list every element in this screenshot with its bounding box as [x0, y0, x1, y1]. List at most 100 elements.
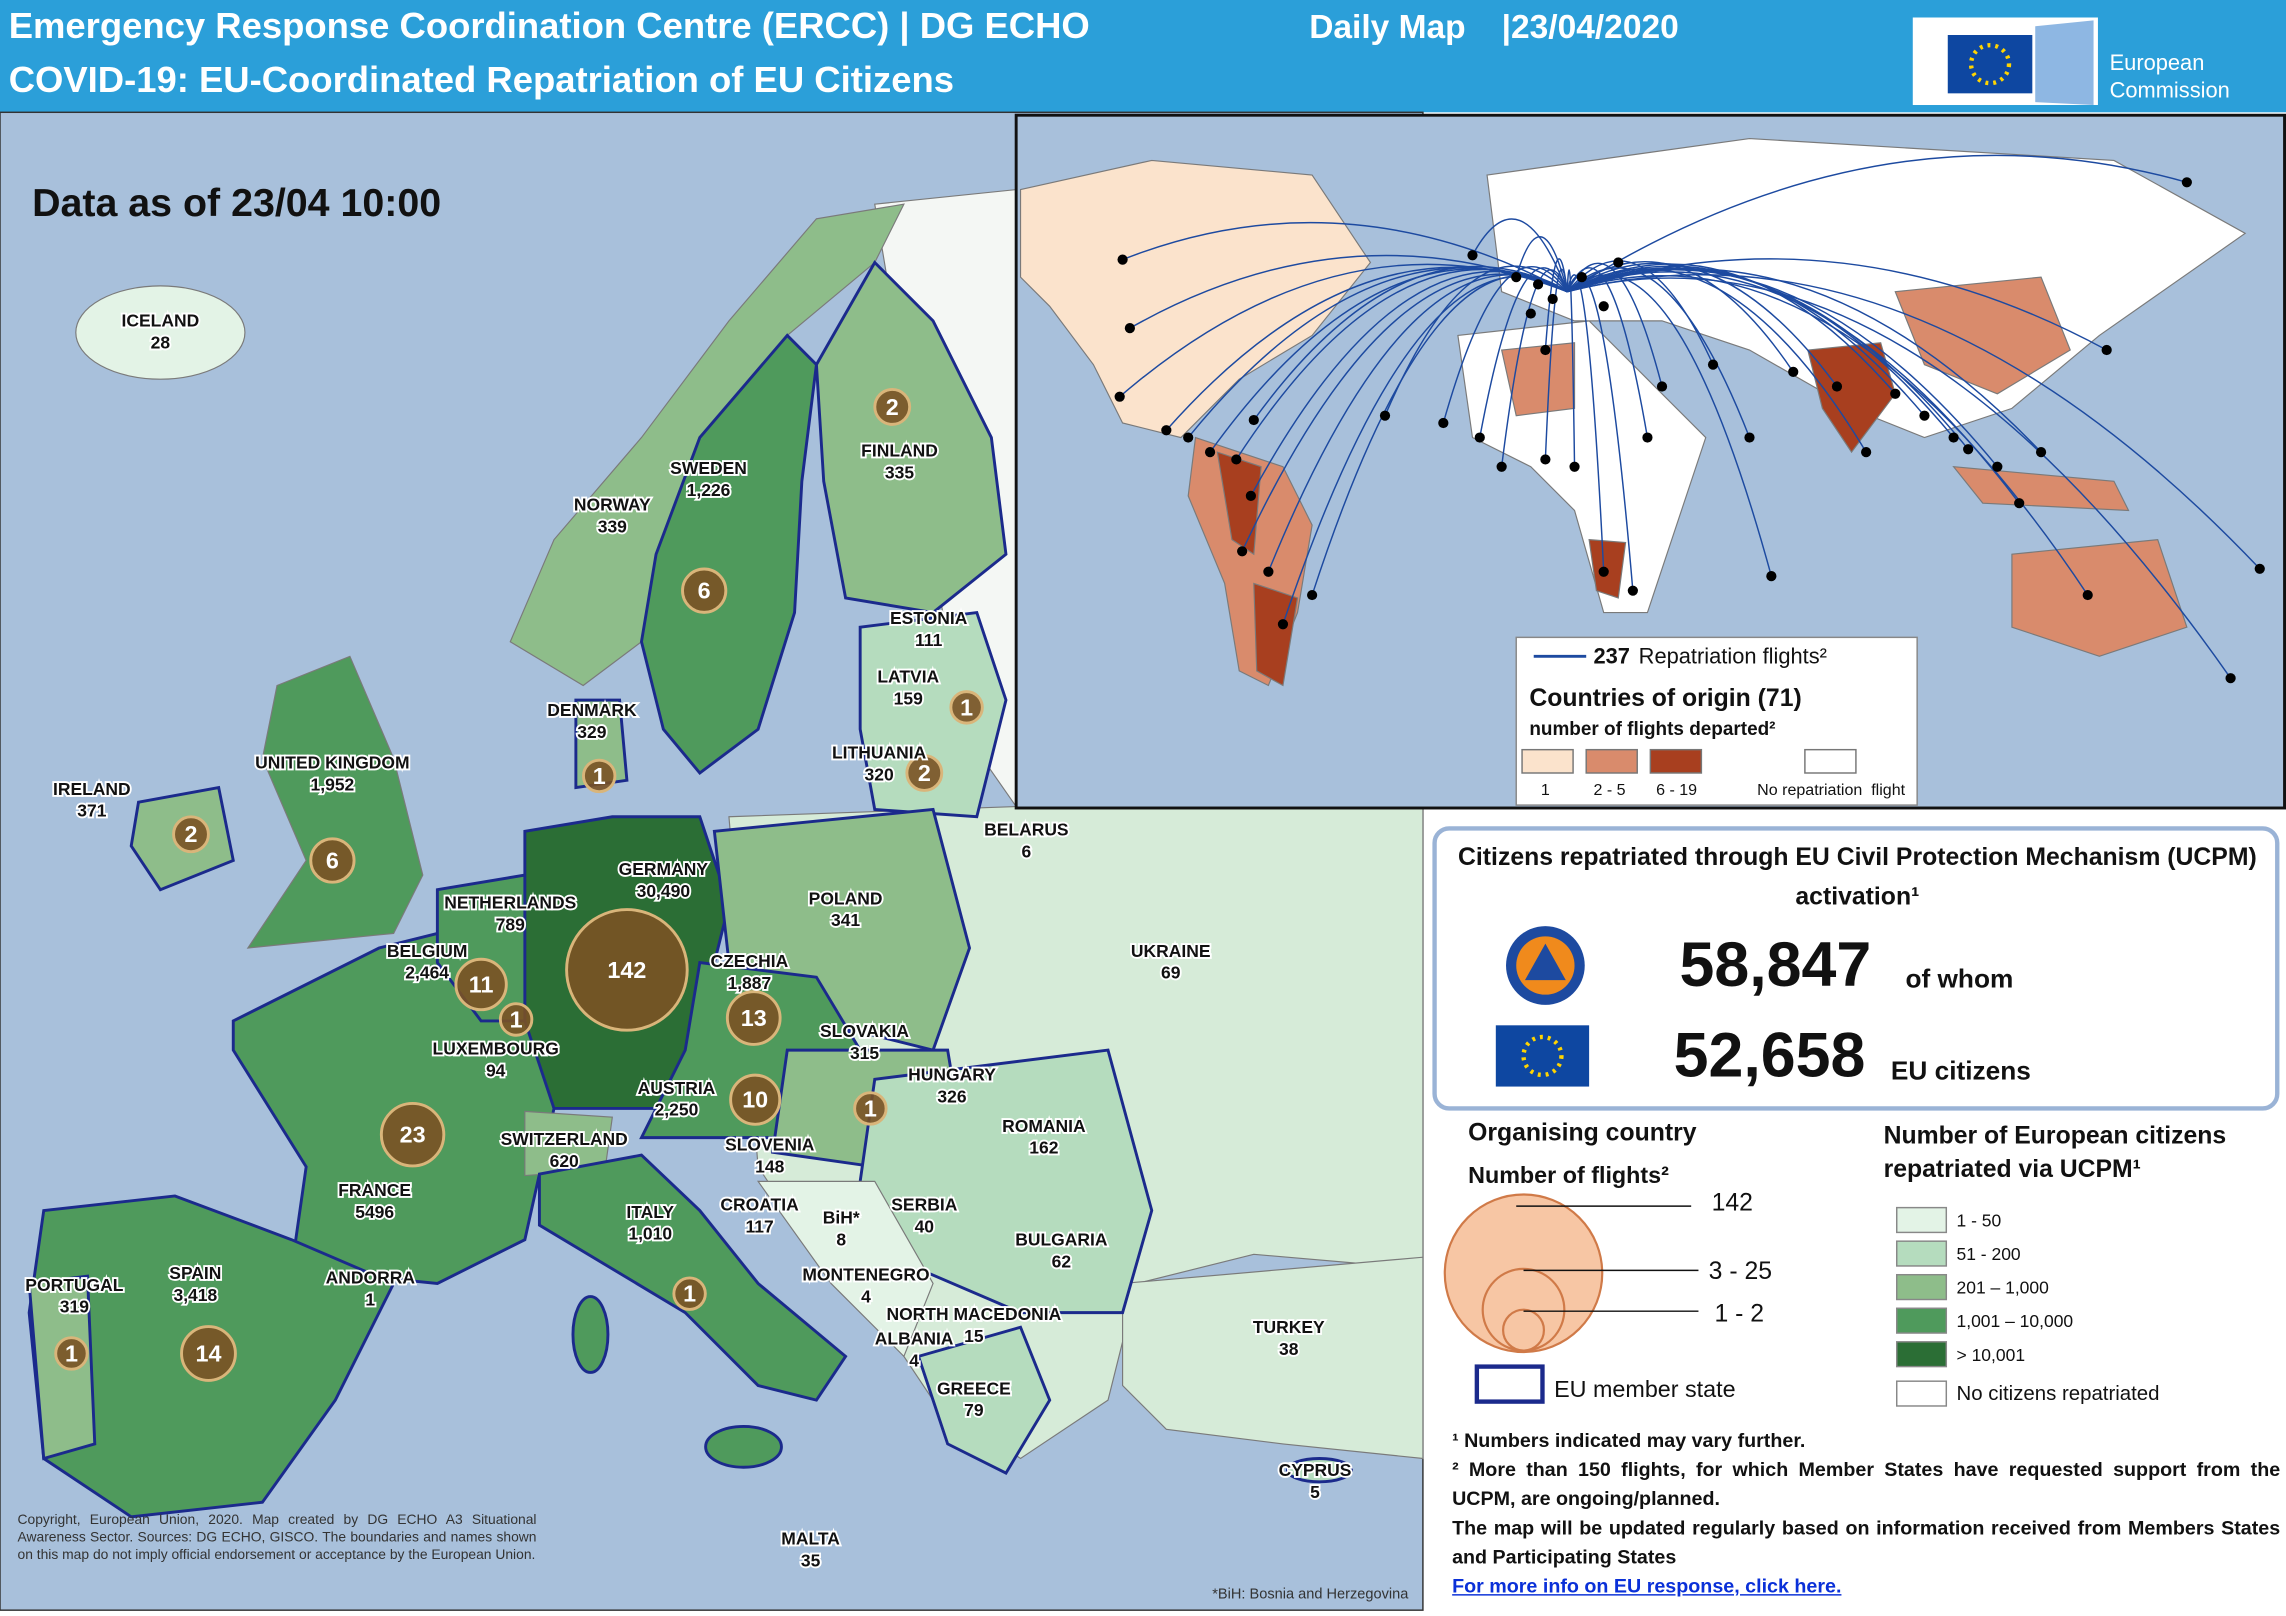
country-name: SLOVENIA: [725, 1135, 815, 1155]
origin-point: [1438, 417, 1449, 429]
country-citizens: 1,887: [727, 973, 771, 993]
flight-routes: [1114, 154, 2265, 684]
country-citizens: 30,490: [637, 881, 690, 901]
summary-title: Citizens repatriated through EU Civil Pr…: [1458, 843, 2257, 911]
origin-point: [1511, 272, 1522, 283]
class-swatch: [1521, 748, 1574, 774]
flight-route: [1515, 236, 1568, 292]
origin-point: [2035, 447, 2047, 458]
flight-route: [1253, 265, 1568, 421]
europe-map: Data as of 23/04 10:00 *BiH: Bosnia and …: [0, 111, 1424, 1611]
origin-point: [1656, 381, 1668, 392]
country-name: SERBIA: [891, 1195, 957, 1215]
flight-route: [1122, 221, 1568, 293]
eu-flag-stars: [1521, 1034, 1564, 1078]
copyright: Copyright, European Union, 2020. Map cre…: [17, 1512, 537, 1564]
land-turkey: [1122, 1256, 1424, 1460]
origin-point: [1963, 444, 1974, 455]
class-label: 1,001 – 10,000: [1957, 1311, 2074, 1331]
flight-bubble: [54, 1336, 89, 1371]
origin-point: [1831, 381, 1843, 392]
country-name: ROMANIA: [1002, 1116, 1086, 1136]
country-name: SWITZERLAND: [501, 1129, 628, 1149]
country-citizens: 315: [850, 1043, 879, 1063]
flight-route: [1479, 267, 1568, 438]
logo-building: [2035, 20, 2094, 106]
country-name: SLOVAKIA: [820, 1021, 909, 1041]
country-citizens: 4: [861, 1286, 871, 1306]
country-name: LATVIA: [877, 667, 939, 687]
origin-point: [1231, 454, 1242, 465]
origin-point: [1161, 425, 1172, 436]
class-swatch: [1896, 1206, 1948, 1234]
flight-bubble: [681, 567, 728, 614]
flights-label: Repatriation flights²: [1639, 644, 1827, 669]
origin-title: Countries of origin (71): [1529, 685, 1801, 712]
country-name: AUSTRIA: [638, 1078, 716, 1098]
flight-bubble: [565, 908, 689, 1032]
organising-title: Organising country: [1468, 1120, 1697, 1147]
note: ² More than 150 flights, for which Membe…: [1452, 1458, 2281, 1510]
country-citizens: 2,464: [405, 963, 449, 983]
flight-count: 11: [469, 971, 494, 997]
origin-point: [1496, 461, 1507, 472]
flight-bubble: [180, 1325, 237, 1382]
country-name: CZECHIA: [711, 951, 789, 971]
eu-note: EU citizens: [1891, 1055, 2031, 1085]
country-citizens: 1,010: [628, 1224, 672, 1244]
class-label: No citizens repatriated: [1957, 1383, 2160, 1405]
logo-text: European: [2110, 50, 2205, 75]
country-name: UKRAINE: [1131, 941, 1211, 961]
country-name: IRELAND: [53, 779, 131, 799]
note: The map will be updated regularly based …: [1452, 1516, 2281, 1568]
origin-point: [2014, 498, 2025, 509]
class-label: 1 - 50: [1957, 1211, 2002, 1231]
origin-point: [2225, 673, 2236, 684]
country-name: ALBANIA: [875, 1329, 954, 1349]
header-map-type: Daily Map: [1309, 9, 1465, 46]
land-balkans: [756, 1180, 934, 1358]
country-name: CROATIA: [720, 1195, 799, 1215]
country-name: NORWAY: [574, 494, 651, 514]
size-circle: [1502, 1308, 1546, 1352]
origin-point: [1277, 619, 1289, 630]
size-label: 1 - 2: [1715, 1300, 1765, 1327]
citizens-title: Number of European citizens: [1884, 1122, 2227, 1149]
land-greece: [916, 1325, 1052, 1475]
summary: Citizens repatriated through EU Civil Pr…: [1432, 826, 2280, 1111]
country-name: POLAND: [809, 888, 883, 908]
bih-footnote: *BiH: Bosnia and Herzegovina: [1212, 1586, 1409, 1602]
flight-bubble: [873, 388, 912, 426]
origin-point: [1114, 391, 1125, 402]
origin-point: [1861, 447, 1872, 458]
header-date: |23/04/2020: [1502, 9, 1679, 46]
origin-point: [1992, 461, 2003, 472]
flight-count: 1: [510, 1006, 523, 1032]
note: ¹ Numbers indicated may vary further.: [1452, 1429, 1806, 1452]
country-citizens: 6: [1022, 842, 1032, 862]
flight-bubble: [949, 690, 984, 725]
country-citizens: 341: [831, 910, 860, 930]
origin-point: [1474, 432, 1485, 443]
land-sicily: [704, 1424, 783, 1469]
flights-title: Number of flights²: [1468, 1162, 1669, 1188]
country-citizens: 620: [550, 1151, 579, 1171]
origin-point: [1547, 293, 1558, 305]
copyright-box: Copyright, European Union, 2020. Map cre…: [17, 1512, 537, 1564]
country-citizens: 62: [1052, 1251, 1072, 1271]
legend: Organising country Number of flights² 14…: [1443, 1120, 2227, 1407]
land-china: [1894, 276, 2071, 395]
land-baltics: [858, 610, 1008, 819]
more-info-link[interactable]: For more info on EU response, click here…: [1452, 1575, 1842, 1598]
flight-route: [1250, 270, 1568, 497]
country-citizens: 3,418: [173, 1285, 217, 1305]
country-name: FINLAND: [861, 441, 938, 461]
world-legend: 237 Repatriation flights² Countries of o…: [1515, 636, 1918, 806]
country-citizens: 1,226: [687, 480, 731, 500]
origin-point: [2082, 589, 2093, 601]
country-citizens: 28: [151, 333, 171, 353]
flight-bubble: [725, 990, 782, 1046]
origin-point: [1613, 257, 1624, 268]
